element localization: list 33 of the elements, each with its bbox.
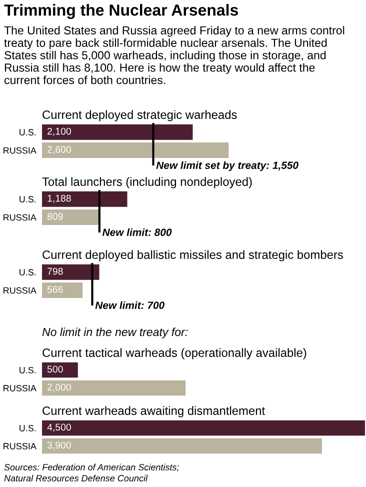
data-label: 1,188 — [48, 194, 71, 203]
y-tick-label: RUSSIA — [4, 442, 36, 450]
text: Natural Resources Defense Council — [4, 474, 148, 482]
y-tick-label: U.S. — [20, 269, 36, 276]
data-label: 2,600 — [48, 146, 71, 154]
text: Current deployed ballistic missiles and strategic bombers — [42, 250, 343, 262]
chart-title: Current tactical warheads (operationally available) — [42, 348, 306, 360]
y-tick-label: U.S. — [20, 196, 36, 202]
data-label: 4,500 — [47, 424, 71, 432]
ref-line-label: New limit set by treaty: 1,550 — [156, 161, 298, 172]
chart-title: Total launchers (including nondeployed) — [42, 177, 252, 188]
data-label: 500 — [47, 366, 63, 373]
ref-line-label: New limit: 800 — [102, 228, 172, 236]
chart-title: Current deployed strategic warheads — [42, 110, 237, 122]
y-tick-label: RUSSIA — [4, 384, 36, 392]
data-label: 2,100 — [48, 128, 71, 136]
y-tick-label: RUSSIA — [4, 287, 36, 294]
data-label: 3,900 — [47, 442, 71, 450]
data-label: 566 — [47, 286, 63, 293]
y-tick-label: U.S. — [20, 424, 36, 432]
chart-title: Current warheads awaiting dismantlement — [42, 406, 265, 418]
data-label: 2,000 — [48, 384, 71, 392]
ref-line-label: New limit: 700 — [95, 301, 164, 309]
source-note: Sources: Federation of American Scientists; — [4, 464, 179, 472]
y-tick-label: RUSSIA — [4, 214, 36, 221]
y-tick-label: RUSSIA — [4, 147, 36, 154]
data-label: 798 — [48, 268, 63, 275]
y-tick-label: U.S. — [20, 366, 36, 374]
data-label: 809 — [47, 213, 63, 220]
text: No limit in the new treaty for: — [42, 328, 188, 338]
text: Trimming the Nuclear Arsenals — [4, 4, 238, 19]
y-tick-label: U.S. — [20, 129, 36, 136]
text: The United States and Russia agreed Friday to a new arms control treaty to pare back still-formidable nuclear arsenals. The United States still has 5,000 warheads, including those in storage, and Russia still has 8,100. Here is how the treaty would affect the current forces of both countries. — [4, 26, 344, 84]
